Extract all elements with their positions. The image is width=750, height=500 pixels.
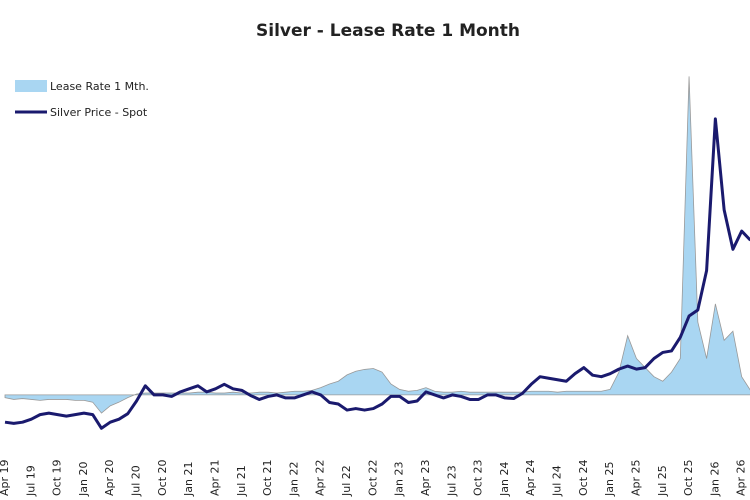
- x-tick-label: Oct 25: [682, 459, 695, 496]
- x-tick-label: Apr 26: [735, 459, 748, 496]
- x-tick-label: Jan 25: [603, 462, 616, 497]
- x-tick-label: Oct 24: [577, 459, 590, 496]
- x-tick-label: Jan 20: [77, 462, 90, 497]
- x-tick-label: Jul 20: [130, 465, 143, 497]
- x-tick-label: Apr 19: [0, 459, 11, 496]
- x-tick-label: Jan 21: [182, 462, 195, 497]
- x-tick-label: Jul 21: [235, 465, 248, 497]
- x-tick-label: Jul 23: [445, 465, 458, 497]
- x-tick-label: Oct 20: [156, 459, 169, 496]
- x-tick-label: Oct 21: [261, 459, 274, 496]
- x-tick-label: Apr 25: [629, 459, 642, 496]
- lease-area: [4, 76, 750, 414]
- x-tick-label: Jan 26: [708, 462, 721, 497]
- x-tick-label: Jul 22: [340, 465, 353, 497]
- x-tick-label: Apr 20: [103, 459, 116, 496]
- x-tick-label: Jan 22: [287, 462, 300, 497]
- x-tick-label: Apr 21: [208, 459, 221, 496]
- x-tick-label: Oct 19: [51, 459, 64, 496]
- x-tick-label: Jan 24: [498, 462, 511, 497]
- x-tick-label: Apr 22: [314, 459, 327, 496]
- x-tick-label: Oct 22: [366, 459, 379, 496]
- x-tick-label: Jul 25: [656, 465, 669, 497]
- legend-label: Silver Price - Spot: [50, 106, 148, 119]
- legend-swatch: [15, 80, 47, 92]
- x-tick-label: Oct 23: [472, 459, 485, 496]
- x-tick-label: Jul 24: [551, 465, 564, 497]
- legend-label: Lease Rate 1 Mth.: [50, 80, 149, 93]
- x-tick-label: Apr 23: [419, 459, 432, 496]
- chart-title: Silver - Lease Rate 1 Month: [256, 21, 520, 41]
- x-tick-label: Jul 19: [24, 465, 37, 497]
- plot-area: [4, 76, 750, 430]
- x-tick-label: Jan 23: [393, 462, 406, 497]
- x-tick-label: Apr 24: [524, 459, 537, 496]
- price-line: [4, 117, 750, 430]
